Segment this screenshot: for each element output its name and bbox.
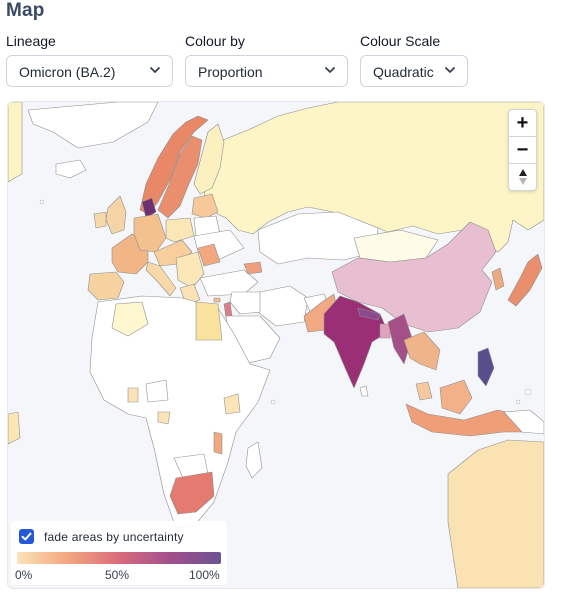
region-gabon [157,411,171,425]
chevron-down-icon [150,67,160,73]
zoom-controls: + − [508,109,537,191]
zoom-divider [509,136,536,137]
world-map-svg[interactable] [8,102,544,588]
region-iberia [87,271,125,301]
lineage-select[interactable]: Omicron (BA.2) [6,55,173,87]
region-indonesia [405,403,529,437]
checkmark-icon [21,532,32,541]
region-egypt [195,301,223,341]
region-sri-lanka [359,385,369,397]
region-iran [257,285,309,327]
region-south-africa [169,471,215,515]
region-americas-edge [8,411,21,445]
region-israel [223,301,233,319]
choropleth-map[interactable] [7,101,545,589]
lineage-select-value: Omicron (BA.2) [19,64,116,80]
reset-north-button[interactable] [509,164,536,190]
region-ghana [127,387,139,403]
region-island-b [515,399,521,405]
region-sweden [157,135,203,219]
region-canada-edge [8,102,23,183]
region-island-c [270,399,276,405]
region-algeria [111,301,149,337]
colour-scale-select-value: Quadratic [373,64,434,80]
region-baltics [191,193,219,219]
region-balkans [175,251,205,289]
region-borneo [439,379,473,415]
legend-tick-min: 0% [15,568,33,582]
region-georgia [243,261,263,275]
colour-scale-gradient [17,552,221,564]
chevron-down-icon [325,67,335,73]
fade-uncertainty-checkbox[interactable] [19,529,34,544]
colour-by-label: Colour by [185,33,245,49]
region-island-d [39,199,45,205]
region-bangladesh [379,323,391,339]
region-nepal [357,307,381,321]
colour-scale-select[interactable]: Quadratic [360,55,468,87]
region-cyprus [213,297,221,303]
map-legend: fade areas by uncertainty 0% 50% 100% [11,521,227,585]
zoom-in-button[interactable]: + [516,111,529,134]
region-kenya [223,393,241,415]
region-norway [139,115,209,215]
region-iraq [229,291,261,315]
legend-tick-mid: 50% [105,568,130,582]
region-island-a [524,388,532,396]
region-philippines [477,347,495,387]
region-poland [165,217,195,243]
region-madagascar [245,441,263,479]
region-italy [145,261,177,297]
region-malaysia [415,381,433,401]
page-title: Map [6,0,45,21]
legend-tick-max: 100% [189,568,220,582]
region-png [503,409,544,435]
region-nigeria [145,379,169,403]
region-denmark [141,197,157,219]
region-india [323,295,389,389]
region-greenland [27,102,159,149]
region-ireland [93,211,107,229]
zoom-divider [509,163,536,164]
region-germany [133,213,167,253]
region-indochina [403,331,441,371]
region-iceland [55,159,87,179]
region-korea [491,267,505,291]
chevron-down-icon [445,67,455,73]
lineage-label: Lineage [6,33,56,49]
zoom-out-button[interactable]: − [516,138,529,161]
compass-icon [518,169,527,185]
fade-uncertainty-label: fade areas by uncertainty [44,530,184,544]
colour-by-select-value: Proportion [198,64,263,80]
region-africa [89,295,271,529]
region-china [331,221,497,333]
region-romania [197,243,221,267]
colour-scale-label: Colour Scale [360,33,441,49]
region-finland [193,123,225,195]
region-turkey [199,269,259,297]
colour-by-select[interactable]: Proportion [185,55,348,87]
region-malawi [213,431,223,455]
region-uk [105,195,127,235]
region-australia [447,439,544,588]
region-japan [507,253,543,307]
